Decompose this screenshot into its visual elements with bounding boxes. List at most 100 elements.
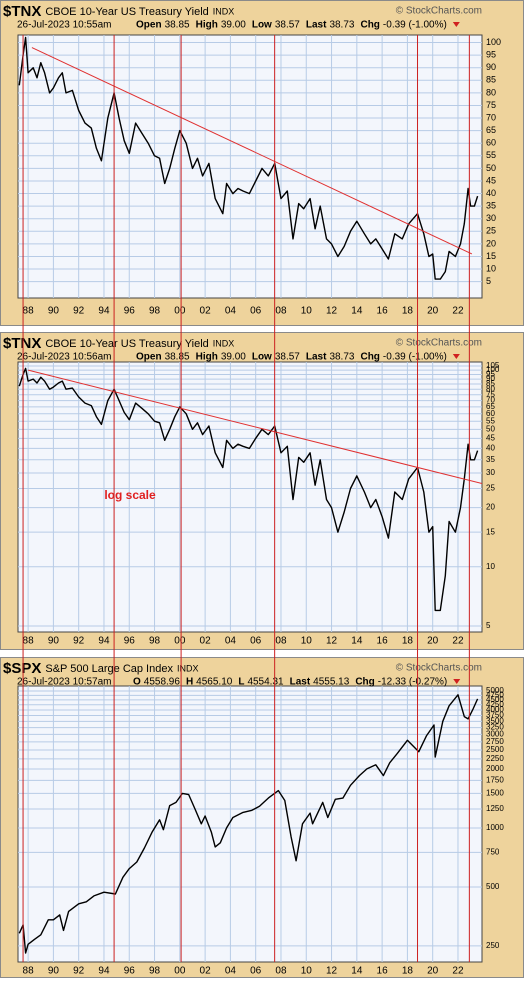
- x-tick-label: 98: [149, 306, 161, 317]
- x-tick-label: 20: [427, 306, 439, 317]
- quote-label: H: [186, 677, 193, 688]
- y-tick-label: 30: [486, 213, 496, 223]
- x-tick-label: 08: [275, 636, 287, 647]
- x-tick-label: 00: [174, 636, 186, 647]
- x-tick-label: 14: [351, 966, 363, 977]
- y-tick-label: 65: [486, 125, 496, 135]
- y-tick-label: 50: [486, 424, 495, 433]
- y-tick-label: 60: [486, 138, 496, 148]
- x-tick-label: 08: [275, 966, 287, 977]
- x-tick-label: 96: [124, 306, 136, 317]
- x-tick-label: 04: [225, 306, 237, 317]
- x-tick-label: 90: [48, 306, 60, 317]
- x-tick-label: 12: [326, 966, 338, 977]
- x-tick-label: 02: [200, 636, 212, 647]
- dropdown-arrow: [452, 354, 460, 359]
- y-tick-label: 2000: [486, 764, 504, 773]
- date: 26-Jul-2023 10:55am: [17, 20, 112, 31]
- quote-label: Open: [136, 352, 162, 363]
- x-tick-label: 02: [200, 306, 212, 317]
- watermark: © StockCharts.com: [396, 6, 482, 17]
- x-tick-label: 18: [402, 966, 414, 977]
- quote-value: 39.00: [221, 352, 246, 363]
- ticker: $TNX: [3, 335, 41, 352]
- trendline: [31, 47, 473, 255]
- y-tick-label: 1250: [486, 804, 504, 813]
- y-tick-label: 3750: [486, 711, 504, 720]
- x-tick-label: 20: [427, 966, 439, 977]
- y-tick-label: 60: [486, 409, 495, 418]
- x-tick-label: 92: [73, 636, 85, 647]
- x-tick-label: 98: [149, 636, 161, 647]
- y-tick-label: 65: [486, 402, 495, 411]
- quote-value: 4554.31: [247, 677, 284, 688]
- quote-value: 39.00: [221, 20, 246, 31]
- y-tick-label: 100: [486, 37, 501, 47]
- y-tick-label: 90: [486, 374, 495, 383]
- x-tick-label: 18: [402, 636, 414, 647]
- y-tick-label: 85: [486, 75, 496, 85]
- y-tick-label: 4000: [486, 705, 504, 714]
- exchange: INDX: [213, 6, 235, 16]
- x-tick-label: 94: [98, 636, 110, 647]
- y-tick-label: 750: [486, 848, 500, 857]
- watermark: © StockCharts.com: [396, 338, 482, 349]
- y-tick-label: 45: [486, 175, 496, 185]
- x-tick-label: 10: [301, 306, 313, 317]
- x-tick-label: 18: [402, 306, 414, 317]
- x-tick-label: 00: [174, 966, 186, 977]
- y-tick-label: 4750: [486, 690, 504, 699]
- y-tick-label: 55: [486, 150, 496, 160]
- date: 26-Jul-2023 10:57am: [17, 677, 112, 688]
- x-tick-label: 14: [351, 636, 363, 647]
- x-tick-label: 94: [98, 306, 110, 317]
- y-tick-label: 40: [486, 188, 496, 198]
- y-tick-label: 95: [486, 50, 496, 60]
- quote-label: Open: [136, 20, 162, 31]
- y-tick-label: 10: [486, 562, 495, 571]
- y-tick-label: 25: [486, 226, 496, 236]
- y-tick-label: 3500: [486, 716, 504, 725]
- date: 26-Jul-2023 10:56am: [17, 352, 112, 363]
- y-tick-label: 85: [486, 379, 495, 388]
- price-line: [18, 367, 479, 612]
- x-tick-label: 92: [73, 306, 85, 317]
- quote-label: Chg: [355, 677, 374, 688]
- quote-label: Last: [306, 352, 327, 363]
- x-tick-label: 16: [377, 636, 389, 647]
- y-tick-label: 3000: [486, 730, 504, 739]
- plot-area: [17, 685, 483, 963]
- x-tick-label: 90: [48, 636, 60, 647]
- quote-label: L: [238, 677, 244, 688]
- y-tick-label: 15: [486, 251, 496, 261]
- x-tick-label: 92: [73, 966, 85, 977]
- quote-value: 38.73: [329, 20, 354, 31]
- quote-label: Low: [252, 352, 272, 363]
- y-tick-label: 10: [486, 263, 496, 273]
- quote-value: -12.33 (-0.27%): [378, 677, 447, 688]
- y-tick-label: 100: [486, 365, 500, 374]
- y-tick-label: 4250: [486, 700, 504, 709]
- y-tick-label: 50: [486, 163, 496, 173]
- quote-value: -0.39 (-1.00%): [383, 352, 447, 363]
- x-tick-label: 20: [427, 636, 439, 647]
- y-tick-label: 90: [486, 62, 496, 72]
- annotation: log scale: [104, 488, 156, 502]
- y-tick-label: 55: [486, 416, 495, 425]
- x-tick-label: 88: [23, 306, 35, 317]
- price-line: [18, 694, 479, 954]
- x-tick-label: 02: [200, 966, 212, 977]
- y-tick-label: 250: [486, 941, 500, 950]
- subtitle: CBOE 10-Year US Treasury Yield: [45, 6, 208, 18]
- y-tick-label: 5000: [486, 686, 504, 695]
- x-tick-label: 08: [275, 306, 287, 317]
- ticker: $TNX: [3, 3, 41, 20]
- y-tick-label: 2500: [486, 745, 504, 754]
- x-tick-label: 94: [98, 966, 110, 977]
- dropdown-arrow: [453, 679, 461, 684]
- x-tick-label: 06: [250, 636, 262, 647]
- quote-label: Low: [252, 20, 272, 31]
- quote-label: High: [196, 20, 218, 31]
